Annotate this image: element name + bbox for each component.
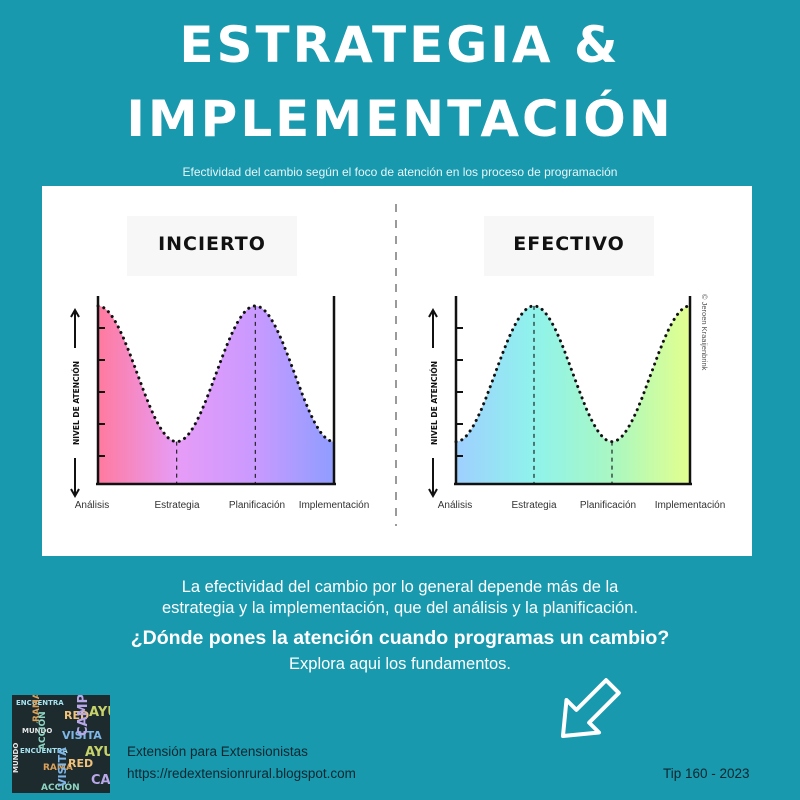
logo-word: RED: [68, 757, 93, 770]
blog-url[interactable]: https://redextensionrural.blogspot.com: [127, 766, 356, 781]
logo-word: ENCUENTRA: [16, 699, 64, 707]
attention-curve: [454, 304, 692, 444]
logo-word: ACCIÓN: [36, 711, 48, 750]
word-cloud-logo: ENCUENTRARAMAVISITAAYUDAMUNDOACCIÓNREDCA…: [12, 695, 110, 793]
title-line-1: ESTRATEGIA &: [179, 16, 621, 74]
y-axis-label: NIVEL DE ATENCIÓN: [430, 361, 439, 445]
stage-label: Planificación: [229, 500, 285, 511]
logo-word: MUNDO: [22, 727, 52, 735]
logo-word: RED: [64, 709, 89, 722]
logo-word: CAMPO: [91, 773, 110, 788]
title-line-2: IMPLEMENTACIÓN: [126, 90, 674, 148]
logo-word: CAMPO: [76, 695, 91, 736]
logo-word: AYUDA: [85, 745, 110, 760]
subtitle: Efectividad del cambio según el foco de …: [182, 165, 618, 179]
logo-word: RAMA: [32, 695, 42, 722]
chart-efectivo: EFECTIVO NIVEL DE ATENCIÓN Análisis Estrate…: [428, 216, 726, 511]
logo-word: ENCUENTRA: [20, 747, 68, 755]
tip-number: Tip 160 - 2023: [663, 766, 750, 781]
stage-label: Análisis: [438, 500, 472, 511]
stage-label: Implementación: [299, 500, 370, 511]
description-line-1: La efectividad del cambio por lo general…: [181, 578, 619, 596]
comparison-charts: © Jeroen Kraaijenbrink INCIERTO NIVEL DE A…: [70, 204, 726, 526]
logo-graphic: ENCUENTRARAMAVISITAAYUDAMUNDOACCIÓNREDCA…: [12, 695, 110, 793]
down-left-arrow-icon: [552, 672, 622, 756]
attention-curve: [96, 304, 336, 444]
charts-panel: © Jeroen Kraaijenbrink INCIERTO NIVEL DE A…: [42, 186, 752, 556]
up-arrow-icon: [428, 307, 438, 348]
brand-name: Extensión para Extensionistas: [127, 744, 308, 759]
stage-label: Estrategia: [154, 500, 199, 511]
description-line-2: estrategia y la implementación, que del …: [161, 599, 638, 617]
attention-area: [98, 305, 334, 484]
chart-heading-bg: [484, 216, 654, 276]
stage-label: Planificación: [580, 500, 636, 511]
logo-word: VISITA: [56, 747, 69, 787]
logo-word: VISITA: [62, 729, 102, 742]
chart-incierto: INCIERTO NIVEL DE ATENCIÓN Análisis Estrate…: [70, 216, 370, 511]
description: La efectividad del cambio por lo general…: [0, 577, 800, 619]
logo-word: AYUDA: [89, 705, 110, 720]
down-arrow-icon: [428, 458, 438, 499]
stage-label: Análisis: [75, 500, 109, 511]
chart-heading: EFECTIVO: [513, 233, 624, 255]
logo-word: ACCIÓN: [41, 781, 80, 793]
up-arrow-icon: [70, 307, 80, 348]
chart-heading-bg: [127, 216, 297, 276]
explore-link[interactable]: Explora aqui los fundamentos.: [289, 655, 511, 673]
chart-heading: INCIERTO: [158, 233, 266, 255]
down-arrow-icon: [70, 458, 80, 499]
y-axis-label: NIVEL DE ATENCIÓN: [72, 361, 81, 445]
credit-text: © Jeroen Kraaijenbrink: [700, 294, 709, 371]
logo-word: MUNDO: [12, 743, 20, 773]
question: ¿Dónde pones la atención cuando programa…: [130, 627, 670, 649]
logo-word: RAMA: [43, 763, 73, 773]
stage-label: Estrategia: [511, 500, 556, 511]
stage-label: Implementación: [655, 500, 726, 511]
attention-area: [456, 305, 690, 484]
